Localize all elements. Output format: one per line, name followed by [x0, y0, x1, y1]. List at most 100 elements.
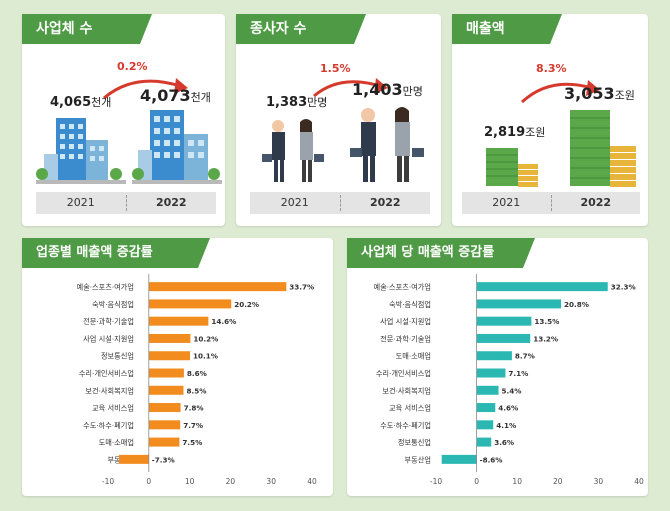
bar: [148, 282, 287, 292]
sales-card: 매출액 8.3% 2,819조원 3,053조원 2021 2022: [452, 14, 648, 226]
increase-arrow-icon: [520, 80, 600, 104]
value-label: 13.2%: [533, 334, 558, 343]
industry-sales-chart-title: 업종별 매출액 증감률: [22, 238, 210, 268]
x-tick-label: 40: [307, 477, 317, 486]
building-icon: [132, 110, 222, 184]
value-label: 7.7%: [183, 421, 203, 430]
bar: [476, 403, 496, 413]
businesses-increase: 0.2%: [117, 60, 148, 73]
sales-year-bar: 2021 2022: [462, 192, 640, 214]
businesses-2021-value: 4,065천개: [50, 95, 112, 110]
value-label: 20.8%: [564, 300, 589, 309]
x-tick-label: 20: [226, 477, 236, 486]
bar: [119, 454, 149, 464]
x-tick-label: -10: [430, 477, 442, 486]
category-label: 보건·사회복지업: [85, 386, 134, 395]
category-label: 숙박·음식점업: [92, 300, 134, 309]
year-2021-label: 2021: [492, 196, 521, 209]
bar: [476, 385, 499, 395]
bar: [441, 454, 477, 464]
category-label: 전문·과학·기술업: [380, 334, 431, 343]
category-label: 교육 서비스업: [389, 404, 431, 413]
businesses-title: 사업체 수: [22, 14, 152, 44]
value-label: 4.6%: [498, 404, 518, 413]
increase-arrow-icon: [103, 78, 188, 100]
bar: [476, 368, 506, 378]
value-label: 4.1%: [496, 421, 516, 430]
workers-people-icon: [350, 107, 424, 182]
value-label: 32.3%: [611, 283, 636, 292]
year-2021-label: 2021: [280, 196, 309, 209]
building-icon: [36, 118, 126, 184]
x-tick-label: 30: [266, 477, 276, 486]
businesses-card: 사업체 수 0.2% 4,065천개 4,073천개: [22, 14, 225, 226]
year-2022-label: 2022: [155, 196, 187, 209]
industry-sales-chart-card: 업종별 매출액 증감률 예술·스포츠·여가업 33.7% 숙박·음식점업 20.2% 전…: [22, 238, 333, 496]
x-tick-label: 40: [634, 477, 644, 486]
workers-2021-value: 1,383만명: [266, 95, 328, 110]
year-2022-label: 2022: [580, 196, 612, 209]
year-2021-label: 2021: [66, 196, 95, 209]
bar: [476, 351, 512, 361]
businesses-2022-value: 4,073천개: [140, 86, 211, 105]
value-label: 7.1%: [508, 369, 528, 378]
category-label: 전문·과학·기술업: [83, 317, 134, 326]
x-tick-label: 30: [594, 477, 604, 486]
bar: [476, 282, 608, 292]
category-label: 교육 서비스업: [92, 404, 134, 413]
businesses-year-bar: 2021 2022: [36, 192, 216, 214]
value-label: 5.4%: [502, 386, 522, 395]
increase-arrow-icon: [313, 78, 388, 98]
value-label: 10.1%: [193, 352, 218, 361]
value-label: -8.6%: [480, 455, 503, 464]
x-tick-label: 0: [146, 477, 151, 486]
value-label: 7.5%: [182, 438, 202, 447]
category-label: 사업 시설·지원업: [380, 317, 431, 326]
workers-title: 종사자 수: [236, 14, 366, 44]
x-tick-label: 10: [185, 477, 195, 486]
bar: [148, 385, 184, 395]
sales-title: 매출액: [452, 14, 562, 44]
money-stack-icon: [570, 110, 636, 187]
category-label: 수도·하수·폐기업: [380, 421, 431, 430]
industry-sales-chart: 예술·스포츠·여가업 33.7% 숙박·음식점업 20.2% 전문·과학·기술업 14.6…: [77, 274, 317, 486]
value-label: -7.3%: [152, 455, 175, 464]
category-label: 도매·소매업: [396, 352, 431, 361]
value-label: 3.6%: [494, 438, 514, 447]
per-business-sales-chart: 예술·스포츠·여가업 32.3% 숙박·음식점업 20.8% 사업 시설·지원업 13.5…: [374, 274, 644, 486]
workers-increase: 1.5%: [320, 62, 351, 75]
x-tick-label: 0: [474, 477, 479, 486]
sales-2022-value: 3,053조원: [564, 84, 635, 103]
bar: [148, 437, 180, 447]
bar: [476, 316, 532, 326]
category-label: 보건·사회복지업: [382, 386, 431, 395]
category-label: 부동산업: [405, 455, 431, 464]
per-business-sales-chart-card: 사업체 당 매출액 증감률 예술·스포츠·여가업 32.3% 숙박·음식점업 20.8…: [347, 238, 648, 496]
category-label: 사업 시설·지원업: [83, 334, 134, 343]
value-label: 13.5%: [534, 317, 559, 326]
money-stack-icon: [486, 148, 538, 187]
x-tick-label: 20: [553, 477, 563, 486]
bar: [476, 333, 531, 343]
value-label: 14.6%: [211, 317, 236, 326]
category-label: 숙박·음식점업: [389, 300, 431, 309]
bar: [148, 420, 181, 430]
year-2022-label: 2022: [369, 196, 401, 209]
bar: [148, 333, 191, 343]
bar: [476, 437, 492, 447]
value-label: 8.6%: [187, 369, 207, 378]
bar: [148, 316, 209, 326]
category-label: 예술·스포츠·여가업: [374, 283, 431, 292]
category-label: 도매·소매업: [99, 438, 134, 447]
bar: [148, 368, 184, 378]
bar: [476, 299, 562, 309]
workers-people-icon: [262, 119, 324, 182]
value-label: 33.7%: [289, 283, 314, 292]
category-label: 정보통신업: [398, 438, 431, 447]
bar: [148, 351, 191, 361]
x-tick-label: 10: [512, 477, 522, 486]
workers-2022-value: 1,403만명: [352, 80, 423, 99]
workers-card: 종사자 수 1.5% 1,383만명 1,403만명 2021 2022: [236, 14, 441, 226]
bar: [476, 420, 494, 430]
bar: [148, 403, 181, 413]
